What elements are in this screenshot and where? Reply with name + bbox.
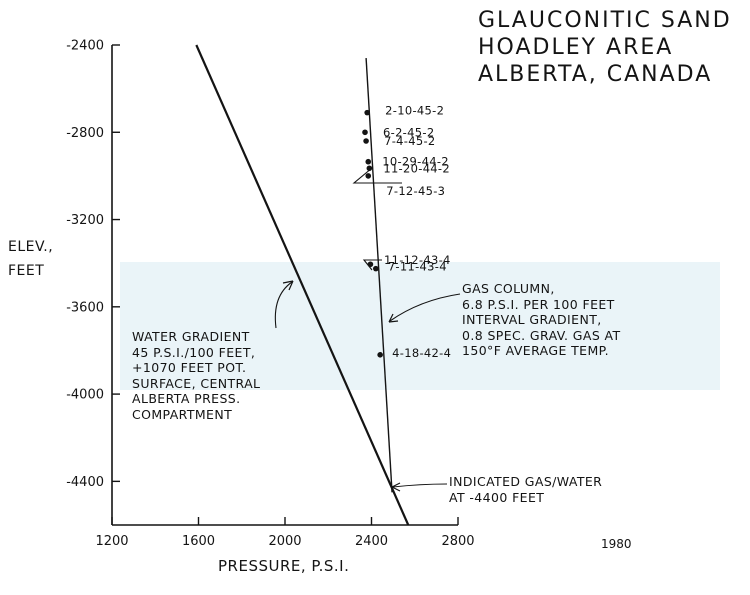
well-label: 6-2-45-2 bbox=[383, 125, 434, 139]
arrow-head bbox=[282, 280, 294, 291]
gas-column-line bbox=[365, 58, 393, 493]
arrow-head bbox=[388, 313, 399, 323]
y-tick-label: -4000 bbox=[66, 388, 104, 403]
annotation-line: COMPARTMENT bbox=[132, 406, 233, 422]
wells-layer: 2-10-45-2 6-2-45-27-4-45-2 10-29-44-211-20… bbox=[362, 104, 451, 360]
well-label: 7-11-43-4 bbox=[388, 260, 447, 274]
well-point bbox=[362, 129, 368, 136]
annotation-line: 0.8 SPEC. GRAV. GAS AT bbox=[462, 327, 621, 343]
gas-water-contact-annotation: INDICATED GAS/WATER AT -4400 FEET bbox=[449, 474, 602, 505]
gas-column-arrow bbox=[389, 293, 461, 322]
axes: -2400 -2800 -3200 -3600 -4000 -4400 1200 1600 20… bbox=[66, 39, 474, 550]
y-tick-label: -3200 bbox=[66, 213, 104, 228]
annotation-line: WATER GRADIENT bbox=[132, 329, 250, 344]
well-label: 4-18-42-4 bbox=[392, 346, 451, 360]
y-tick-label: -3600 bbox=[66, 300, 104, 315]
annotation-line: +1070 FEET POT. bbox=[132, 360, 247, 375]
annotation-line: ALBERTA PRESS. bbox=[132, 391, 241, 406]
y-tick-label: -2400 bbox=[66, 39, 104, 54]
x-tick-label: 2400 bbox=[355, 534, 388, 549]
annotation-line: GAS COLUMN, bbox=[462, 281, 555, 296]
well-label: 10-29-44-2 bbox=[382, 155, 449, 169]
chart-title-line-2: HOADLEY AREA bbox=[478, 35, 674, 60]
well-label: 11-12-43-4 bbox=[384, 253, 451, 267]
arrow-head bbox=[391, 482, 401, 492]
series-layer bbox=[195, 44, 410, 526]
water-gradient-line bbox=[195, 44, 410, 526]
y-axis-label-line-2: FEET bbox=[8, 263, 45, 279]
chart-title-line-3: ALBERTA, CANADA bbox=[478, 62, 713, 87]
y-tick-label: -4400 bbox=[66, 475, 104, 490]
gas-water-arrow bbox=[392, 483, 448, 488]
well-label-leader bbox=[362, 259, 382, 271]
annotation-line: 45 P.S.I./100 FEET, bbox=[132, 344, 256, 360]
well-label: 2-10-45-2 bbox=[385, 104, 444, 118]
well-point bbox=[373, 265, 379, 272]
year-label: 1980 bbox=[601, 537, 632, 551]
background-tint bbox=[120, 262, 720, 390]
annotation-line: AT -4400 FEET bbox=[449, 489, 545, 505]
water-gradient-annotation: WATER GRADIENT 45 P.S.I./100 FEET, +1070… bbox=[132, 329, 260, 422]
annotation-line: SURFACE, CENTRAL bbox=[132, 375, 261, 391]
well-point bbox=[365, 173, 372, 179]
water-gradient-arrow bbox=[274, 281, 293, 329]
leader-lines bbox=[274, 167, 461, 492]
well-label-leader bbox=[352, 167, 402, 184]
well-point bbox=[363, 138, 369, 144]
x-axis-label: PRESSURE, P.S.I. bbox=[218, 557, 350, 575]
x-tick-label: 2800 bbox=[441, 534, 474, 549]
chart-title-line-1: GLAUCONITIC SAND bbox=[478, 8, 732, 33]
x-tick-label: 1200 bbox=[95, 534, 128, 549]
annotation-line: 150°F AVERAGE TEMP. bbox=[462, 343, 610, 358]
annotation-line: INDICATED GAS/WATER bbox=[449, 474, 603, 489]
x-tick-label: 1600 bbox=[182, 534, 215, 549]
well-label: 7-12-45-3 bbox=[386, 184, 445, 198]
x-tick-label: 2000 bbox=[268, 534, 301, 549]
y-tick-label: -2800 bbox=[66, 126, 104, 141]
well-point bbox=[377, 352, 383, 358]
annotation-line: INTERVAL GRADIENT, bbox=[462, 312, 602, 327]
gas-column-annotation: GAS COLUMN, 6.8 P.S.I. PER 100 FEET INTE… bbox=[462, 281, 621, 359]
well-label: 7-4-45-2 bbox=[384, 134, 435, 148]
annotation-line: 6.8 P.S.I. PER 100 FEET bbox=[462, 296, 615, 312]
well-label: 11-20-44-2 bbox=[383, 161, 450, 175]
y-axis-label-line-1: ELEV., bbox=[8, 239, 54, 255]
well-point bbox=[365, 158, 372, 165]
well-point bbox=[364, 109, 370, 116]
